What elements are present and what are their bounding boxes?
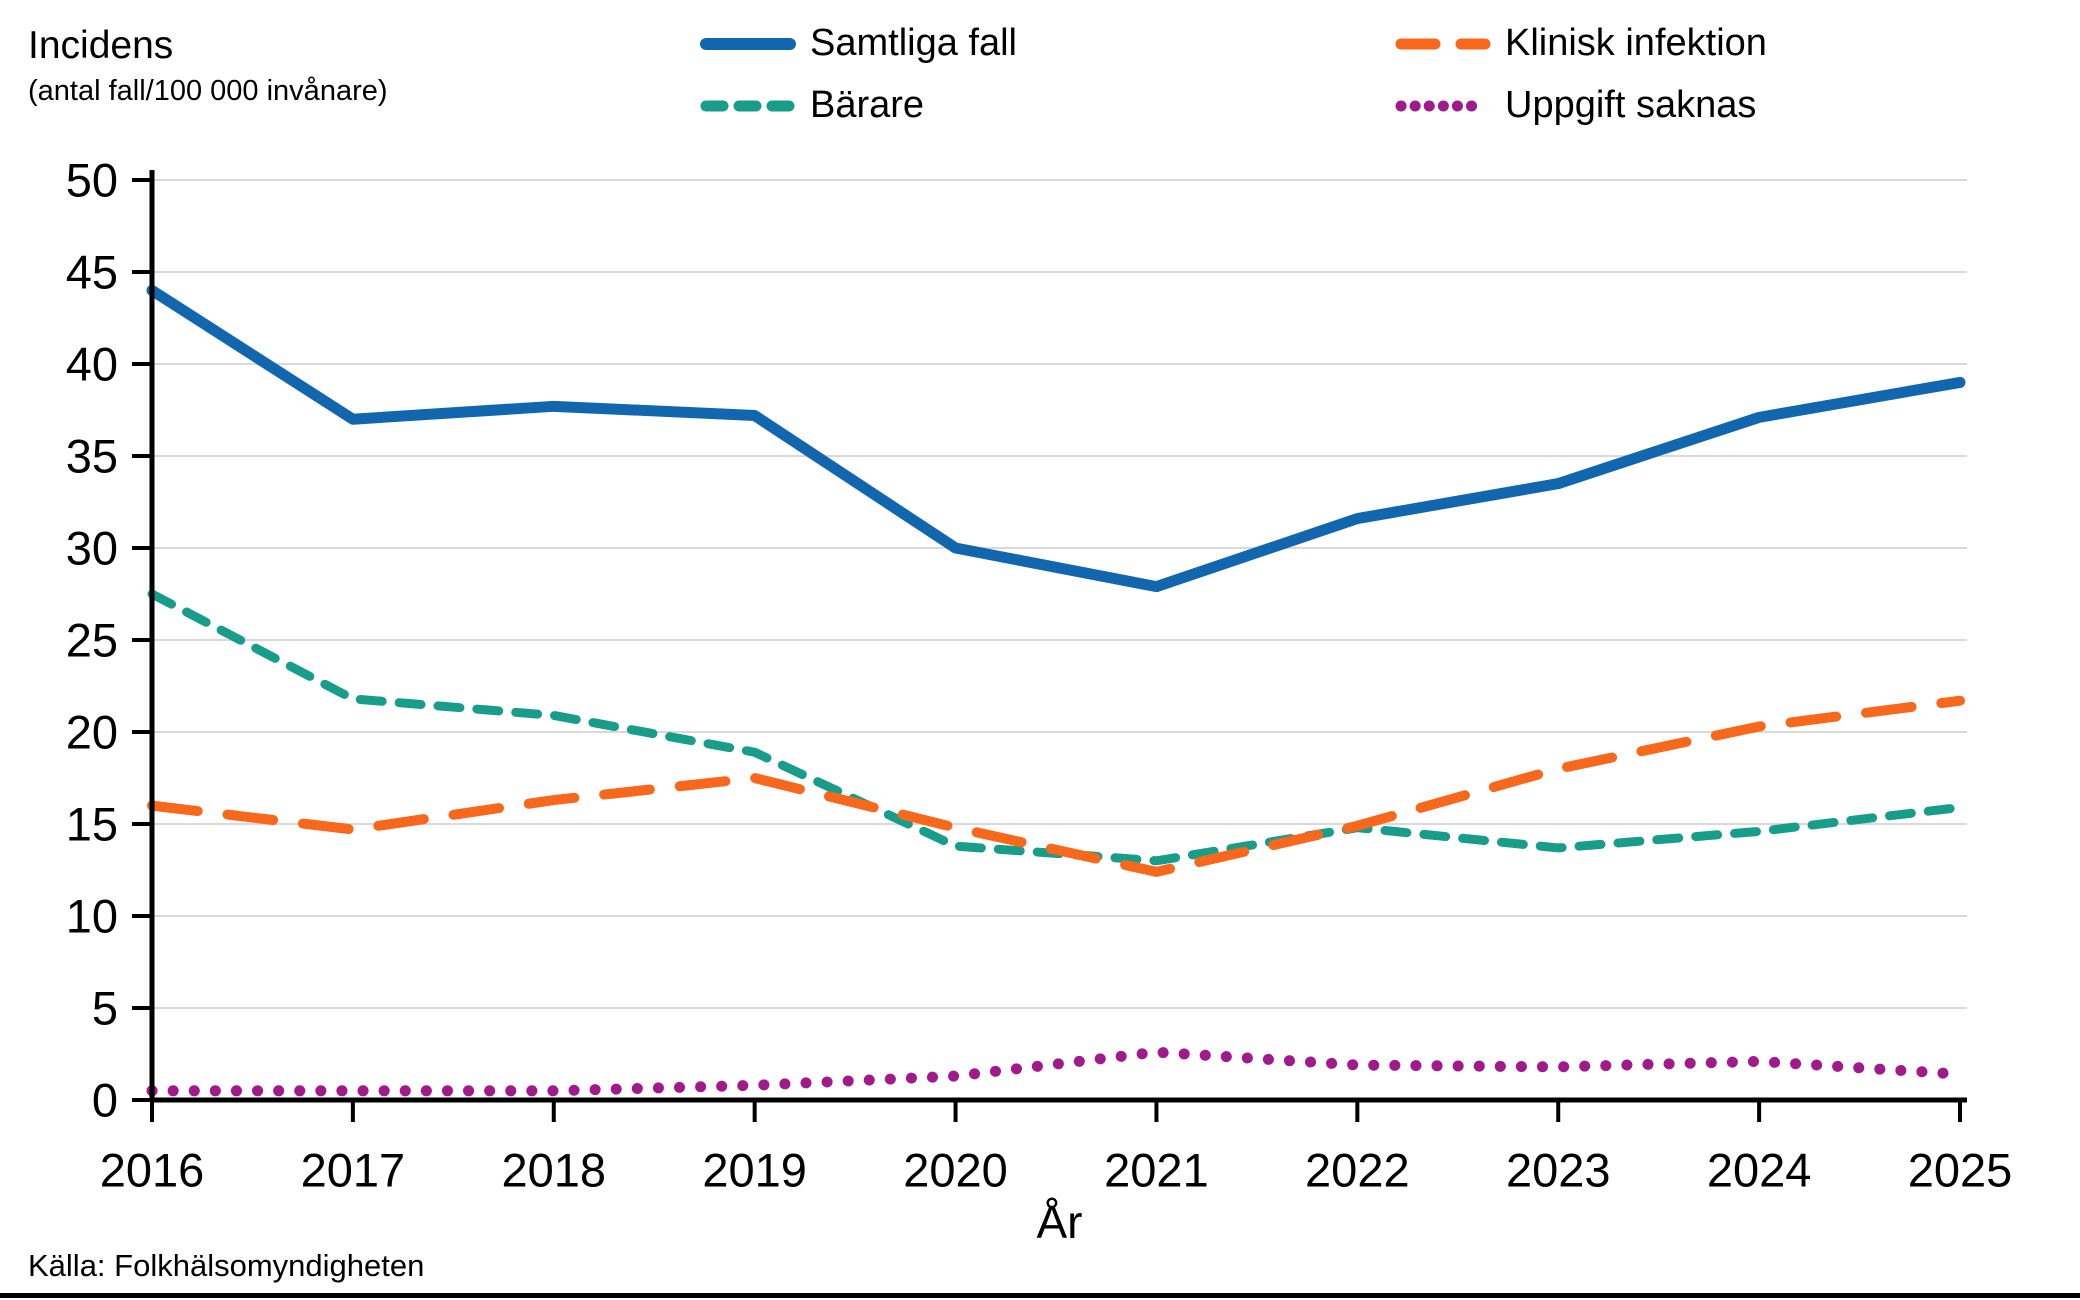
x-axis-labels: 2016 2017 2018 2019 2020 2021 2022 2023 2024 2025 <box>100 1144 2013 1197</box>
series-line-uppgift-saknas <box>146 1046 1966 1097</box>
x-axis-title: År <box>1037 1196 1083 1248</box>
x-tick-label: 2023 <box>1506 1144 1611 1197</box>
x-tick-label: 2024 <box>1707 1144 1812 1197</box>
gridlines <box>152 179 1967 1009</box>
axes <box>149 170 1967 1103</box>
x-tick-label: 2016 <box>100 1144 205 1197</box>
y-tick-label: 20 <box>66 706 118 759</box>
x-tick-label: 2025 <box>1908 1144 2013 1197</box>
x-tick-label: 2020 <box>903 1144 1008 1197</box>
legend-label: Klinisk infektion <box>1505 22 1767 64</box>
tick-marks <box>132 178 1962 1122</box>
y-tick-label: 40 <box>66 338 118 391</box>
source-note: Källa: Folkhälsomyndigheten <box>28 1248 425 1283</box>
legend-label: Samtliga fall <box>810 22 1017 64</box>
x-tick-label: 2021 <box>1104 1144 1209 1197</box>
bottom-border-line <box>0 1293 2080 1298</box>
x-axis-title-label: År <box>1037 1196 1083 1248</box>
legend-marker-longdash-line-icon <box>1395 38 1491 49</box>
legend-item-uppgift-saknas: Uppgift saknas <box>1395 84 1756 127</box>
y-axis-labels: 0 5 10 15 20 25 30 35 40 45 50 <box>66 154 118 1127</box>
x-tick-label: 2019 <box>702 1144 807 1197</box>
x-tick-label: 2017 <box>301 1144 406 1197</box>
y-tick-label: 45 <box>66 246 118 299</box>
y-tick-label: 5 <box>92 982 118 1035</box>
x-tick-label: 2018 <box>501 1144 606 1197</box>
y-tick-label: 15 <box>66 798 118 851</box>
y-tick-label: 35 <box>66 430 118 483</box>
series-line-samtliga-fall <box>146 284 1966 593</box>
legend-label: Bärare <box>810 84 925 126</box>
legend-item-samtliga-fall: Samtliga fall <box>700 22 1017 65</box>
y-tick-label: 10 <box>66 890 118 943</box>
x-tick-label: 2022 <box>1305 1144 1410 1197</box>
data-series <box>146 284 1966 1097</box>
legend-marker-dotted-line-icon <box>1395 100 1491 111</box>
y-tick-label: 30 <box>66 522 118 575</box>
y-tick-label: 50 <box>66 154 118 207</box>
legend-item-klinisk-infektion: Klinisk infektion <box>1395 22 1767 65</box>
y-axis-title-sub: (antal fall/100 000 invånare) <box>28 74 388 107</box>
legend-label: Uppgift saknas <box>1505 84 1757 126</box>
legend-marker-solid-line-icon <box>700 37 796 50</box>
y-axis-title-main: Incidens <box>28 24 174 67</box>
legend-item-barare: Bärare <box>700 84 924 127</box>
y-tick-label: 25 <box>66 614 118 667</box>
y-tick-label: 0 <box>92 1074 118 1127</box>
y-axis-title: Incidens (antal fall/100 000 invånare) <box>28 24 388 108</box>
legend-marker-dashed-line-icon <box>700 100 796 111</box>
series-line-klinisk-infektion <box>147 695 1965 877</box>
